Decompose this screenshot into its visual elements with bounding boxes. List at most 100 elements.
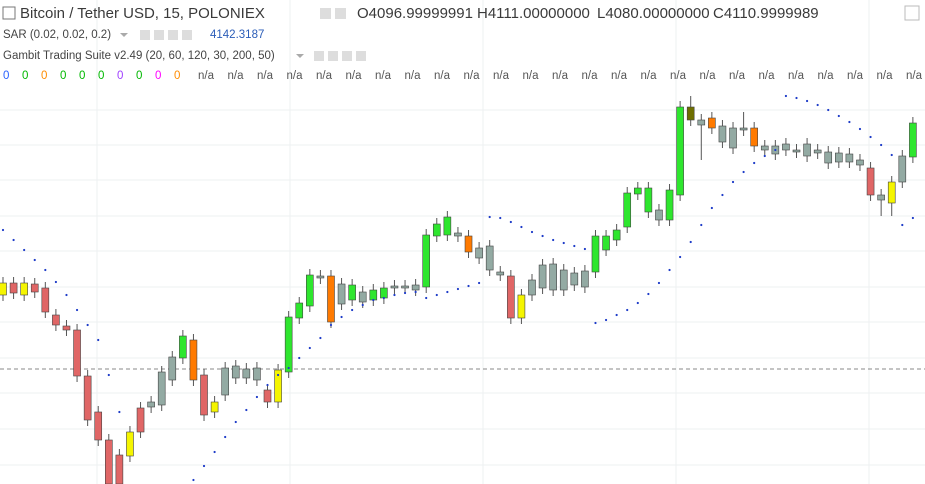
readout: 0 <box>98 70 104 82</box>
candle-body <box>803 143 811 157</box>
sar-dot <box>911 216 914 220</box>
candle-body <box>327 275 335 323</box>
candle-body <box>221 367 229 396</box>
candle-body <box>411 284 420 291</box>
sar-dot <box>12 238 15 242</box>
candle-body <box>718 125 727 143</box>
readout: 0 <box>136 70 142 82</box>
readout: n/a <box>198 70 215 82</box>
sar-dot <box>414 290 417 294</box>
settings-icon[interactable] <box>182 30 192 40</box>
settings-icon[interactable] <box>314 51 324 61</box>
header: Bitcoin / Tether USD, 15, POLONIEX O4096… <box>2 5 920 62</box>
sar-dot <box>44 268 47 272</box>
settings-icon[interactable] <box>342 51 352 61</box>
candle-body <box>898 155 907 183</box>
sar-dot <box>467 284 470 288</box>
sar-dot <box>763 154 766 158</box>
candle-body <box>168 356 177 381</box>
sar-dot <box>298 356 301 360</box>
candle-body <box>105 439 113 484</box>
maximize-icon[interactable] <box>904 5 920 21</box>
readout: n/a <box>287 70 304 82</box>
sar-dot <box>435 293 438 297</box>
sar-dot <box>837 114 840 118</box>
dropdown-icon[interactable] <box>296 54 304 58</box>
candle-body <box>263 389 272 403</box>
candle-body <box>358 291 367 303</box>
settings-icon[interactable] <box>335 8 346 19</box>
sar-dot <box>245 408 248 412</box>
readout: 0 <box>3 70 9 82</box>
candle-body <box>602 235 610 251</box>
sar-dot <box>805 99 809 103</box>
sar-dot <box>604 318 608 322</box>
readout: 0 <box>117 70 123 82</box>
candle-body <box>422 234 431 288</box>
sar-dot <box>520 225 523 229</box>
sar-dot <box>710 206 713 210</box>
vertical-grid <box>96 0 870 484</box>
candle-body <box>686 106 695 121</box>
candle-body <box>739 127 748 131</box>
sar-value: 4142.3187 <box>210 29 264 41</box>
readout: n/a <box>700 70 717 82</box>
readout: n/a <box>759 70 776 82</box>
candle-body <box>20 282 28 296</box>
sar-dot <box>192 478 195 482</box>
candle-body <box>62 325 71 331</box>
candle-body <box>337 283 346 305</box>
readout: n/a <box>228 70 245 82</box>
candle-body <box>760 145 769 151</box>
candle-body <box>813 149 822 154</box>
readout: 0 <box>22 70 28 82</box>
candle-body <box>623 192 632 228</box>
settings-icon[interactable] <box>154 30 164 40</box>
candle-body <box>179 335 187 359</box>
sar-dot <box>224 435 227 439</box>
candle-body <box>242 368 251 379</box>
settings-icon[interactable] <box>328 51 338 61</box>
sar-dot <box>287 366 290 370</box>
candle-body <box>306 274 314 307</box>
readout: 0 <box>79 70 85 82</box>
settings-icon[interactable] <box>140 30 150 40</box>
readout: n/a <box>434 70 451 82</box>
sar-dot <box>679 255 682 259</box>
settings-icon[interactable] <box>320 8 331 19</box>
sar-dot <box>65 293 68 297</box>
sar-dot <box>530 230 534 234</box>
candle-body <box>210 401 219 413</box>
candle-body <box>507 275 515 319</box>
candle-body <box>887 181 896 204</box>
sar-dot <box>97 338 100 342</box>
candle-body <box>581 270 589 288</box>
dropdown-icon[interactable] <box>120 33 128 37</box>
candle-body <box>665 189 674 221</box>
candle-body <box>856 159 864 166</box>
sar-dot <box>456 287 460 291</box>
candle-body <box>126 431 134 457</box>
readouts: 0 0 0 0 0 0 0 0 0 0 n/a n/a n/a n/a n/a n/a n/a n/a n/a n/a… <box>3 70 923 82</box>
sar-dot <box>700 223 703 227</box>
settings-icon[interactable] <box>168 30 178 40</box>
ohlc-low: L4080.00000000 <box>597 5 710 22</box>
sar-dot <box>552 238 555 242</box>
readout: n/a <box>464 70 481 82</box>
sar-dot <box>372 298 375 302</box>
chart-title: Bitcoin / Tether USD, 15, POLONIEX <box>20 5 265 22</box>
sar-dot <box>858 127 862 131</box>
candle-body <box>147 401 155 408</box>
sar-dot <box>901 223 904 227</box>
settings-icon[interactable] <box>356 51 366 61</box>
sar-dot <box>668 268 671 272</box>
sar-dot <box>382 296 385 300</box>
candle-body <box>517 294 526 319</box>
readout: n/a <box>375 70 392 82</box>
candle-body <box>83 375 92 421</box>
collapse-icon[interactable] <box>2 6 16 20</box>
candle-body <box>136 407 145 433</box>
candle-body <box>0 282 7 296</box>
ohlc-high: H4111.00000000 <box>477 5 590 22</box>
sar-dot <box>848 120 851 124</box>
